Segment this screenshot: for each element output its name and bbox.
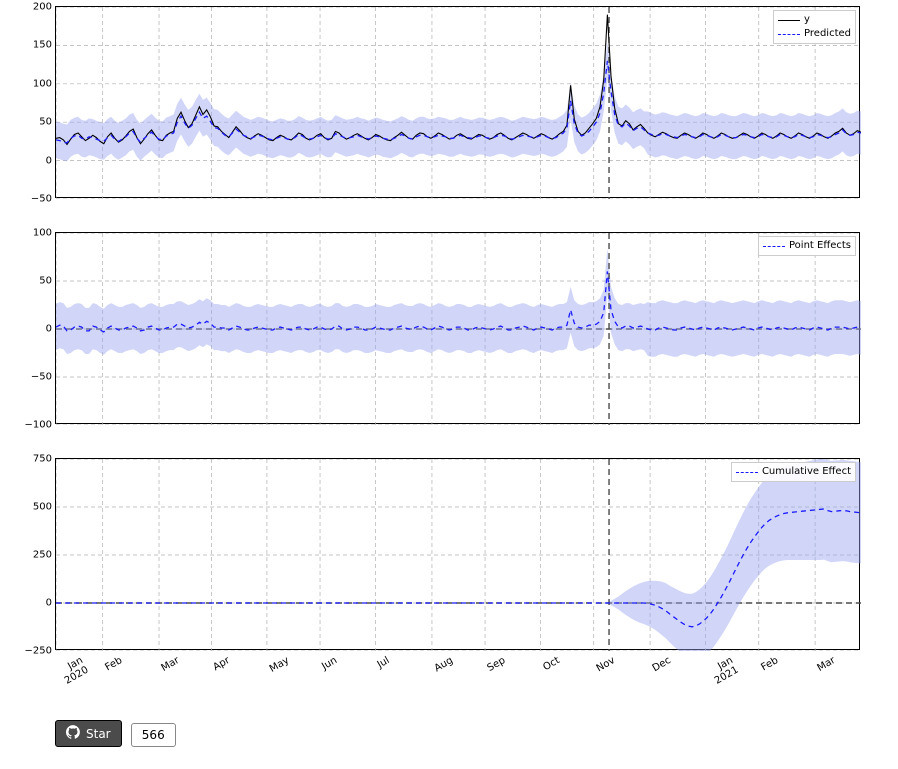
legend-swatch	[763, 246, 785, 247]
legend-label: Point Effects	[789, 239, 851, 253]
x-tick-label: May	[268, 655, 291, 675]
y-tick-label: −50	[31, 372, 56, 383]
github-star-count[interactable]: 566	[131, 723, 176, 747]
legend-item: Point Effects	[763, 239, 851, 253]
x-tick-label: Jan2021	[707, 655, 740, 687]
x-tick-label: Jun	[320, 655, 339, 672]
legend-item: y	[778, 13, 851, 27]
x-tick-label: Jan2020	[57, 655, 90, 687]
y-tick-label: −50	[31, 194, 56, 205]
y-tick-label: 0	[46, 155, 56, 166]
github-star-button[interactable]: Star	[55, 720, 122, 747]
legend-label: Cumulative Effect	[762, 465, 851, 479]
legend-item: Cumulative Effect	[736, 465, 851, 479]
x-tick-label: Sep	[486, 655, 508, 674]
legend-swatch	[736, 472, 758, 473]
legend: yPredicted	[773, 10, 856, 44]
x-tick-label: Aug	[433, 655, 455, 674]
x-tick-label: Mar	[816, 655, 838, 674]
x-tick-label: Mar	[160, 655, 182, 674]
y-tick-label: 100	[33, 228, 56, 239]
x-tick-label: Feb	[103, 655, 124, 673]
legend: Cumulative Effect	[731, 462, 856, 482]
github-star-label: Star	[86, 727, 111, 741]
legend-label: y	[804, 13, 810, 27]
y-tick-label: 0	[46, 324, 56, 335]
legend-swatch	[778, 20, 800, 21]
legend-item: Predicted	[778, 27, 851, 41]
x-tick-label: Oct	[541, 655, 561, 673]
x-tick-label: Apr	[212, 655, 232, 673]
x-tick-label: Dec	[651, 655, 673, 674]
y-tick-label: 750	[33, 454, 56, 465]
x-tick-label: Nov	[594, 655, 616, 674]
panel-point-effects: −100−50050100Point Effects	[55, 232, 860, 424]
y-tick-label: 0	[46, 598, 56, 609]
legend: Point Effects	[758, 236, 856, 256]
y-tick-label: 100	[33, 78, 56, 89]
legend-label: Predicted	[804, 27, 851, 41]
figure-root: −50050100150200yPredicted −100−50050100P…	[0, 0, 898, 769]
legend-swatch	[778, 34, 800, 35]
y-tick-label: −100	[25, 420, 56, 431]
y-tick-label: 250	[33, 550, 56, 561]
github-icon	[66, 725, 80, 742]
y-tick-label: −250	[25, 646, 56, 657]
y-tick-label: 500	[33, 502, 56, 513]
y-tick-label: 200	[33, 2, 56, 13]
y-tick-label: 50	[39, 276, 56, 287]
github-star-widget: Star 566	[55, 720, 176, 747]
x-tick-label: Feb	[759, 655, 780, 673]
y-tick-label: 50	[39, 117, 56, 128]
panel-predicted: −50050100150200yPredicted	[55, 6, 860, 198]
panel-cumulative-effect: −2500250500750Jan2020FebMarAprMayJunJulA…	[55, 458, 860, 650]
x-tick-label: Jul	[375, 655, 391, 671]
y-tick-label: 150	[33, 40, 56, 51]
